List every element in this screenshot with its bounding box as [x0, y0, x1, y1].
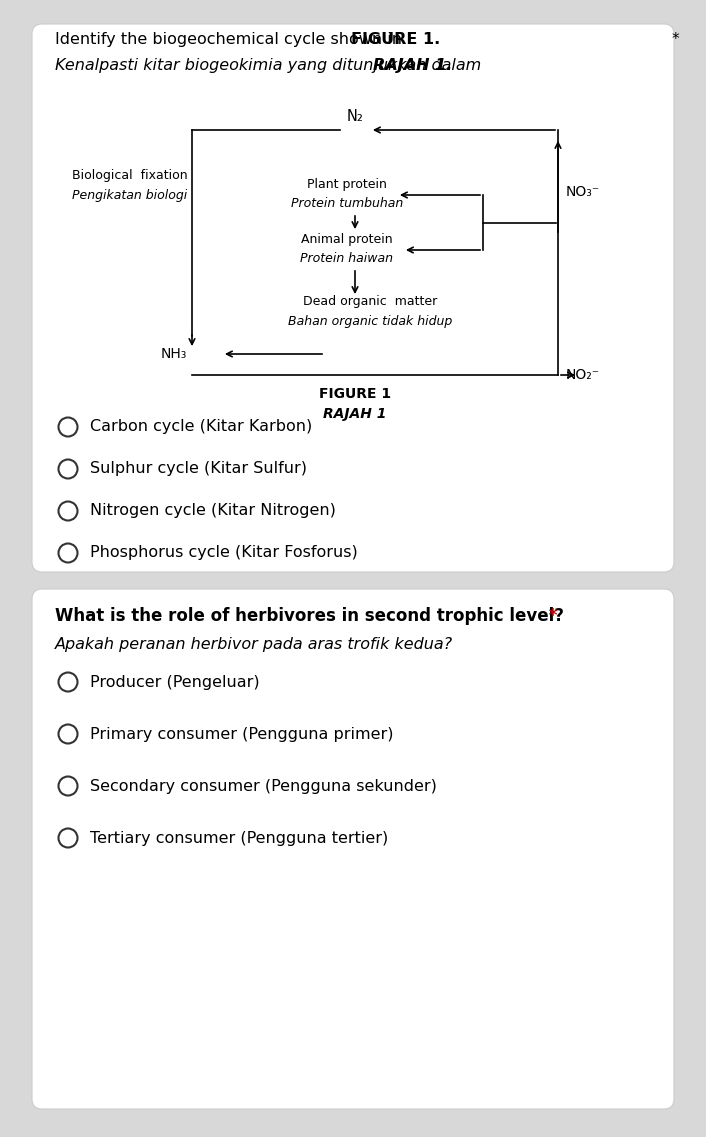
Text: Plant protein: Plant protein: [307, 179, 387, 191]
Text: Animal protein: Animal protein: [301, 233, 393, 246]
Text: Apakah peranan herbivor pada aras trofik kedua?: Apakah peranan herbivor pada aras trofik…: [55, 637, 453, 652]
Text: Biological  fixation: Biological fixation: [72, 169, 188, 182]
Text: FIGURE 1.: FIGURE 1.: [351, 32, 441, 47]
Text: Bahan organic tidak hidup: Bahan organic tidak hidup: [288, 315, 452, 327]
Text: *: *: [543, 607, 557, 625]
Text: Phosphorus cycle (Kitar Fosforus): Phosphorus cycle (Kitar Fosforus): [90, 546, 358, 561]
Text: Protein haiwan: Protein haiwan: [301, 252, 393, 265]
Text: Nitrogen cycle (Kitar Nitrogen): Nitrogen cycle (Kitar Nitrogen): [90, 504, 336, 518]
Text: Kenalpasti kitar biogeokimia yang ditunjukkan dalam: Kenalpasti kitar biogeokimia yang ditunj…: [55, 58, 486, 73]
Text: Pengikatan biologi: Pengikatan biologi: [73, 189, 188, 202]
FancyBboxPatch shape: [32, 589, 674, 1109]
Text: Sulphur cycle (Kitar Sulfur): Sulphur cycle (Kitar Sulfur): [90, 462, 307, 476]
Text: Carbon cycle (Kitar Karbon): Carbon cycle (Kitar Karbon): [90, 420, 312, 434]
Text: Protein tumbuhan: Protein tumbuhan: [291, 197, 403, 210]
Text: Primary consumer (Pengguna primer): Primary consumer (Pengguna primer): [90, 727, 393, 741]
Text: Tertiary consumer (Pengguna tertier): Tertiary consumer (Pengguna tertier): [90, 830, 388, 846]
Text: RAJAH 1.: RAJAH 1.: [373, 58, 453, 73]
Text: NO₃⁻: NO₃⁻: [566, 185, 600, 199]
Text: NH₃: NH₃: [161, 347, 187, 362]
Text: Identify the biogeochemical cycle shown in: Identify the biogeochemical cycle shown …: [55, 32, 407, 47]
Text: RAJAH 1: RAJAH 1: [323, 407, 387, 421]
Text: Secondary consumer (Pengguna sekunder): Secondary consumer (Pengguna sekunder): [90, 779, 437, 794]
Text: *: *: [672, 32, 680, 47]
Text: What is the role of herbivores in second trophic level?: What is the role of herbivores in second…: [55, 607, 564, 625]
Text: Producer (Pengeluar): Producer (Pengeluar): [90, 674, 260, 689]
Text: NO₂⁻: NO₂⁻: [566, 368, 600, 382]
FancyBboxPatch shape: [32, 24, 674, 572]
Text: N₂: N₂: [347, 109, 364, 124]
Text: Dead organic  matter: Dead organic matter: [303, 294, 437, 308]
Text: FIGURE 1: FIGURE 1: [319, 387, 391, 401]
